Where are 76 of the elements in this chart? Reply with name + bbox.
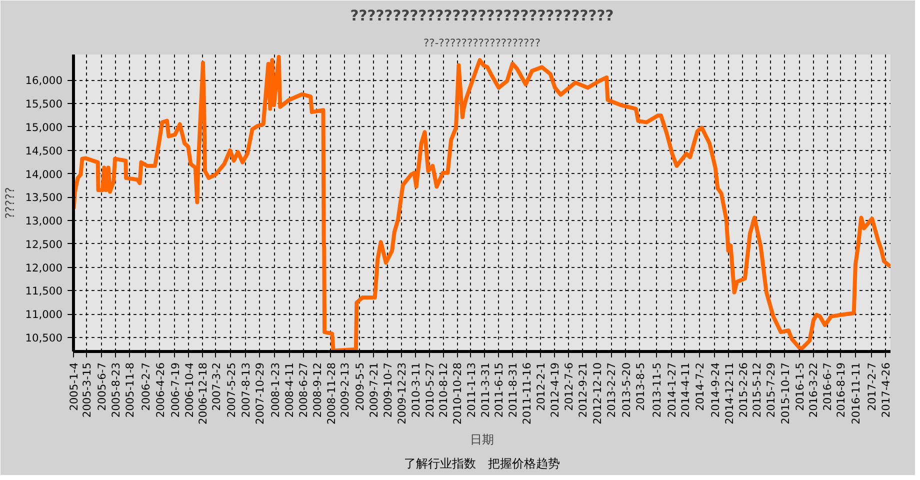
y-axis-title: ?????	[3, 187, 18, 219]
x-tick-label: 2012-4-19	[548, 362, 562, 418]
x-tick-label: 2006-2-7	[140, 362, 153, 411]
y-tick-label: 14,000	[25, 168, 63, 181]
y-tick-label: 14,500	[25, 144, 63, 158]
x-tick-label: 2011-11-16	[520, 362, 534, 424]
x-tick-label: 2012-9-21	[576, 362, 590, 418]
y-tick-label: 12,000	[25, 261, 63, 274]
x-tick-label: 2009-10-7	[381, 362, 394, 418]
y-tick-label: 15,500	[25, 98, 63, 111]
x-tick-label: 2015-2-26	[736, 362, 750, 418]
x-tick-label: 2010-3-11	[409, 362, 422, 418]
x-tick-label: 2005-3-15	[80, 362, 94, 418]
x-tick-label: 2013-2-27	[605, 362, 618, 418]
x-tick-label: 2011-3-31	[478, 362, 492, 418]
x-tick-label: 2014-4-11	[678, 362, 692, 418]
x-tick-label: 2008-1-23	[268, 362, 282, 418]
x-tick-label: 2010-10-28	[451, 362, 464, 424]
x-tick-label: 2015-5-12	[750, 362, 764, 418]
x-tick-label: 2008-6-27	[297, 362, 310, 418]
x-tick-label: 2012-12-10	[590, 362, 604, 424]
chart-subtitle: ??-??????????????????	[424, 36, 540, 50]
x-tick-label: 2016-8-19	[834, 362, 848, 418]
x-tick-label: 2016-11-11	[849, 362, 862, 424]
x-tick-label: 2015-10-17	[778, 362, 792, 424]
line-series	[74, 54, 890, 352]
x-tick-label: 2008-11-28	[324, 362, 338, 424]
x-tick-label: 2011-6-15	[492, 362, 506, 418]
x-tick-label: 2006-4-26	[154, 362, 167, 418]
x-tick-label: 2009-12-23	[395, 362, 408, 424]
x-tick-label: 2005-8-23	[109, 362, 122, 418]
x-tick-label: 2006-12-18	[196, 362, 210, 424]
y-tick-label: 12,500	[25, 238, 63, 251]
x-tick-label: 2005-6-7	[95, 362, 108, 411]
x-tick-label: 2009-2-13	[338, 362, 352, 418]
x-tick-label: 2008-9-12	[310, 362, 324, 418]
x-tick-label: 2016-3-22	[807, 362, 820, 418]
x-tick-label: 2017-2-7	[865, 362, 878, 411]
x-tick-label: 2009-5-5	[353, 362, 366, 411]
x-tick-label: 2014-9-24	[708, 362, 722, 418]
x-tick-label: 2014-1-27	[665, 362, 678, 418]
x-tick-label: 2013-8-5	[634, 362, 647, 411]
x-tick-label: 2012-2-1	[534, 362, 548, 411]
x-tick-label: 2007-3-2	[210, 362, 223, 411]
x-tick-label: 2016-1-5	[793, 362, 806, 411]
x-tick-label: 2011-8-31	[506, 362, 520, 418]
x-tick-label: 2006-10-4	[182, 362, 196, 418]
chart-title: ???????????????????????????????	[350, 8, 614, 24]
x-tick-label: 2005-1-4	[68, 362, 81, 411]
x-tick-label: 2007-5-25	[224, 362, 238, 418]
y-tick-label: 16,000	[25, 74, 63, 88]
x-tick-label: 2010-8-12	[437, 362, 450, 418]
x-tick-label: 2007-8-13	[239, 362, 252, 418]
x-tick-label: 2014-12-11	[722, 362, 736, 424]
x-tick-label: 2013-11-5	[650, 362, 664, 418]
x-tick-label: 2013-5-20	[620, 362, 633, 418]
y-tick-label: 13,000	[25, 214, 63, 228]
x-tick-label: 2011-1-13	[464, 362, 478, 418]
x-tick-label: 2014-7-2	[694, 362, 707, 411]
y-tick-label: 13,500	[25, 191, 63, 204]
x-tick-label: 2010-5-27	[423, 362, 436, 418]
y-tick-label: 11,000	[25, 308, 63, 322]
x-tick-label: 2015-7-29	[764, 362, 778, 418]
x-tick-label: 2016-6-7	[821, 362, 834, 411]
text: 了解行业指数 把握价格趋势	[404, 456, 560, 470]
x-tick-label: 2005-11-8	[123, 362, 136, 418]
x-tick-label: 2012-7-6	[562, 362, 576, 411]
y-tick-label: 15,000	[25, 120, 63, 134]
x-axis-title: 日期	[470, 432, 494, 446]
x-tick-label: 2008-4-11	[283, 362, 296, 418]
x-tick-label: 2017-4-26	[879, 362, 892, 418]
x-tick-label: 2009-7-21	[367, 362, 380, 418]
x-tick-label: 2007-10-29	[253, 362, 266, 424]
y-tick-label: 11,500	[25, 284, 63, 298]
x-tick-label: 2006-7-19	[168, 362, 182, 418]
y-tick-label: 10,500	[25, 331, 63, 344]
